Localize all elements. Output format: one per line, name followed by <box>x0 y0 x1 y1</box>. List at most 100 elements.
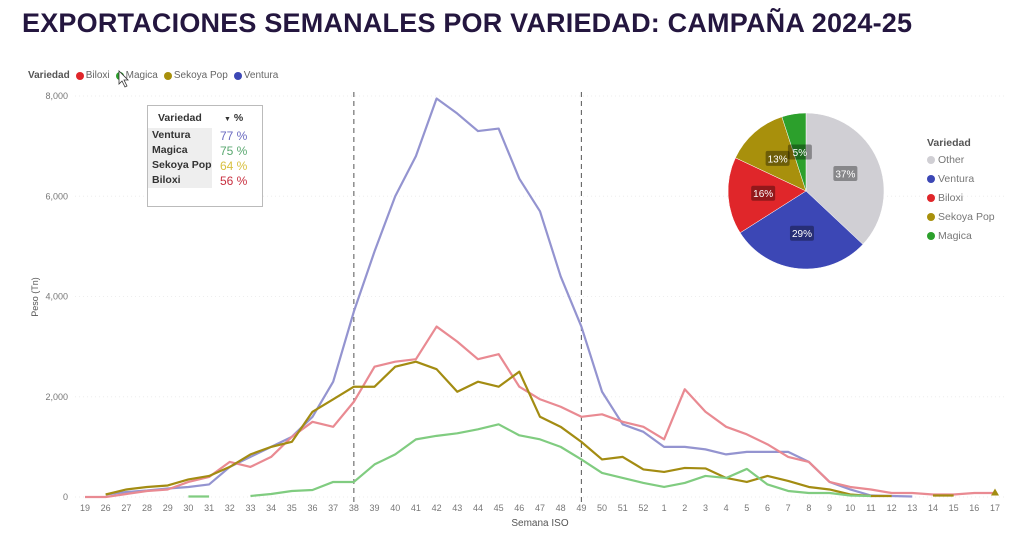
pie-data-label: 37% <box>835 169 855 180</box>
legend-item-sekoya-pop[interactable]: Sekoya Pop <box>163 70 228 81</box>
table-row[interactable]: Biloxi 56 % <box>148 173 262 188</box>
pie-slice-other[interactable] <box>805 112 885 245</box>
x-tick-label: 34 <box>266 503 276 513</box>
x-tick-label: 7 <box>786 503 791 513</box>
x-tick-label: 9 <box>827 503 832 513</box>
x-tick-label: 47 <box>535 503 545 513</box>
x-tick-label: 2 <box>682 503 687 513</box>
table-row[interactable]: Sekoya Pop 64 % <box>148 158 262 173</box>
table-row[interactable]: Magica 75 % <box>148 143 262 158</box>
pie-legend-title: Variedad <box>927 137 971 149</box>
pie-slice-ventura[interactable] <box>739 190 864 270</box>
x-tick-label: 27 <box>121 503 131 513</box>
pie-legend: Variedad Other Ventura Biloxi Sekoya Pop Mag… <box>927 137 995 249</box>
page-title: EXPORTACIONES SEMANALES POR VARIEDAD: CA… <box>22 8 913 38</box>
percent-table: Variedad ▼ % Ventura 77 % Magica 75 % Sekoya … <box>147 105 263 207</box>
pie-label-bg <box>751 185 776 201</box>
x-tick-label: 38 <box>349 503 359 513</box>
table-row[interactable]: Ventura 77 % <box>148 128 262 143</box>
pie-label-bg <box>787 144 812 160</box>
x-tick-label: 51 <box>618 503 628 513</box>
pie-data-label: 16% <box>753 189 773 200</box>
legend-dot-icon <box>163 71 172 80</box>
pie-legend-item[interactable]: Sekoya Pop <box>927 211 995 223</box>
variety-percent: 77 % <box>220 128 248 143</box>
legend-dot-icon <box>233 71 242 80</box>
x-axis-title: Semana ISO <box>511 518 568 529</box>
y-tick-label: 4,000 <box>45 292 68 302</box>
x-tick-label: 31 <box>204 503 214 513</box>
x-tick-label: 6 <box>765 503 770 513</box>
legend-label: Ventura <box>938 173 975 185</box>
variety-percent: 56 % <box>220 173 248 188</box>
x-tick-label: 50 <box>597 503 607 513</box>
pie-legend-item[interactable]: Ventura <box>927 173 995 185</box>
x-tick-label: 17 <box>990 503 1000 513</box>
pie-slice-sekoya-pop[interactable] <box>735 116 807 192</box>
column-header-variedad[interactable]: Variedad <box>158 112 202 124</box>
x-tick-label: 15 <box>949 503 959 513</box>
legend-label: Sekoya Pop <box>173 70 228 81</box>
x-tick-label: 49 <box>576 503 586 513</box>
pie-slice-biloxi[interactable] <box>727 157 807 234</box>
variety-percent: 64 % <box>220 158 248 173</box>
y-tick-label: 6,000 <box>45 191 68 201</box>
x-tick-label: 44 <box>473 503 483 513</box>
pie-label-bg <box>833 165 858 181</box>
variety-name: Ventura <box>148 128 212 143</box>
pie-label-bg <box>789 225 814 241</box>
x-tick-label: 40 <box>390 503 400 513</box>
x-tick-label: 8 <box>806 503 811 513</box>
legend-item-biloxi[interactable]: Biloxi <box>75 70 110 81</box>
column-header-percent[interactable]: ▼ % <box>224 112 244 124</box>
x-tick-label: 11 <box>866 503 875 513</box>
series-line-magica[interactable] <box>250 423 871 498</box>
y-tick-label: 2,000 <box>45 392 68 402</box>
pie-legend-item[interactable]: Magica <box>927 230 995 242</box>
x-tick-label: 26 <box>101 503 111 513</box>
x-tick-label: 12 <box>887 503 897 513</box>
legend-label: Magica <box>125 70 158 81</box>
x-tick-label: 37 <box>328 503 338 513</box>
x-tick-label: 3 <box>703 503 708 513</box>
legend-dot-icon <box>927 175 935 183</box>
legend-title: Variedad <box>28 70 70 81</box>
x-tick-label: 19 <box>80 503 90 513</box>
x-tick-label: 30 <box>183 503 193 513</box>
legend-label: Biloxi <box>938 192 964 204</box>
pie-label-bg <box>765 150 790 166</box>
x-tick-label: 29 <box>163 503 173 513</box>
x-tick-label: 10 <box>845 503 855 513</box>
series-line-sekoya-pop[interactable] <box>105 360 892 498</box>
x-tick-label: 41 <box>411 503 421 513</box>
legend-label: Biloxi <box>85 70 110 81</box>
y-axis-title: Peso (Tn) <box>30 277 40 317</box>
pie-data-label: 5% <box>793 148 808 159</box>
legend-item-ventura[interactable]: Ventura <box>233 70 279 81</box>
series-point-sekoya-pop[interactable] <box>991 488 999 496</box>
pie-legend-item[interactable]: Biloxi <box>927 192 995 204</box>
pie-slice-magica[interactable] <box>781 112 807 192</box>
x-tick-label: 32 <box>225 503 235 513</box>
x-tick-label: 1 <box>662 503 667 513</box>
x-tick-label: 48 <box>556 503 566 513</box>
legend-label: Other <box>938 154 965 166</box>
x-tick-label: 36 <box>307 503 317 513</box>
x-tick-label: 33 <box>245 503 255 513</box>
legend-label: Magica <box>938 230 972 242</box>
x-tick-label: 43 <box>452 503 462 513</box>
legend-dot-icon <box>927 156 935 164</box>
x-tick-label: 4 <box>724 503 729 513</box>
x-tick-label: 14 <box>928 503 938 513</box>
pie-legend-item[interactable]: Other <box>927 154 995 166</box>
legend-dot-icon <box>927 194 935 202</box>
variety-percent: 75 % <box>220 143 248 158</box>
legend-dot-icon <box>927 232 935 240</box>
legend-label: Ventura <box>243 70 279 81</box>
x-tick-label: 39 <box>370 503 380 513</box>
legend-label: Sekoya Pop <box>938 211 995 223</box>
variety-name: Biloxi <box>148 173 212 188</box>
x-tick-label: 28 <box>142 503 152 513</box>
x-tick-label: 13 <box>907 503 917 513</box>
